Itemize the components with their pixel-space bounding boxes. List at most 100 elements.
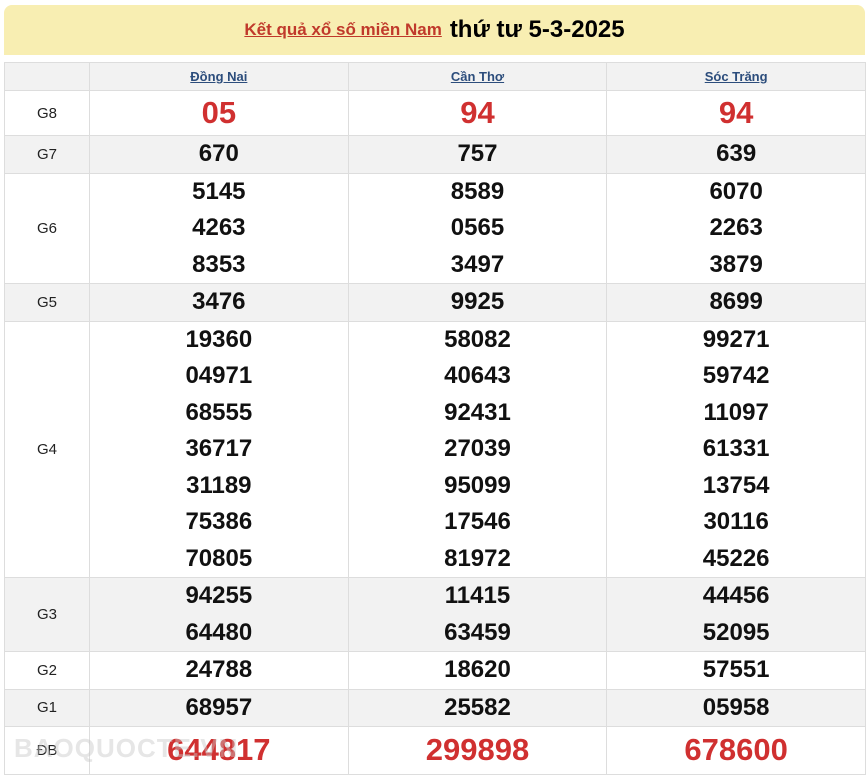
result-number: 59742 [702, 362, 770, 389]
result-number: 45226 [702, 544, 770, 572]
result-cell: 25582 [347, 688, 608, 727]
result-cell: 44456 52095 [606, 577, 866, 652]
result-number: 70805 [185, 544, 253, 572]
prize-label: G6 [4, 172, 90, 284]
result-cell: 18620 [347, 651, 608, 690]
result-number: 9925 [450, 288, 505, 315]
result-number: 31189 [186, 471, 252, 499]
result-number: 95099 [444, 471, 511, 499]
province-header: Cần Thơ [347, 62, 608, 91]
result-number: 27039 [444, 435, 511, 462]
result-number: 05 [201, 94, 237, 130]
prize-row-g7: G7 670 757 639 [4, 135, 866, 174]
prize-label: G3 [4, 577, 90, 652]
result-cell: 05958 [606, 688, 866, 727]
result-number: 11097 [703, 398, 769, 426]
result-number: 19360 [185, 325, 253, 353]
result-number: 3879 [709, 250, 763, 278]
result-number: 678600 [684, 732, 788, 768]
draw-date: thứ tư 5-3-2025 [449, 16, 625, 43]
result-number: 64480 [185, 618, 253, 646]
result-cell: 58082 40643 92431 27039 95099 17546 81972 [347, 320, 608, 578]
prize-row-g3: G3 94255 64480 11415 63459 44456 52095 [4, 577, 866, 652]
result-number: 757 [457, 140, 498, 167]
prize-label: G5 [4, 283, 90, 322]
result-cell: 24788 [89, 651, 349, 690]
result-number: 52095 [702, 618, 770, 646]
corner-cell [4, 62, 90, 91]
prize-label: G1 [4, 688, 90, 727]
result-cell: 99271 59742 11097 61331 13754 30116 45226 [606, 320, 866, 578]
result-cell: 11415 63459 [347, 577, 608, 652]
result-number: 61331 [702, 435, 770, 462]
result-cell: 678600 [606, 726, 866, 775]
prize-row-g1: G1 68957 25582 05958 [4, 688, 866, 727]
result-number: 639 [716, 140, 757, 167]
result-number: 58082 [444, 325, 511, 353]
result-number: 92431 [444, 398, 511, 426]
result-number: 30116 [703, 508, 769, 535]
result-number: 57551 [702, 656, 770, 683]
result-cell: 9925 [347, 283, 608, 322]
result-number: 11415 [444, 582, 511, 609]
result-number: 17546 [444, 508, 511, 535]
result-cell: 94 [347, 90, 608, 136]
result-number: 68957 [185, 693, 253, 721]
result-cell: 3476 [89, 283, 349, 322]
province-header: Đồng Nai [89, 62, 349, 91]
prize-label: G7 [4, 135, 90, 174]
result-number: 94 [718, 94, 754, 130]
result-number: 36717 [185, 435, 253, 462]
prize-label: ĐB [4, 726, 90, 775]
result-number: 8353 [192, 250, 246, 278]
result-number: 18620 [444, 656, 511, 683]
province-link-soc-trang[interactable]: Sóc Trăng [704, 69, 768, 84]
result-number: 25582 [444, 693, 511, 721]
result-number: 0565 [450, 214, 505, 241]
province-link-can-tho[interactable]: Cần Thơ [450, 69, 505, 84]
title-band: Kết quả xổ số miền Nam thứ tư 5-3-2025 [4, 5, 865, 55]
result-number: 81972 [444, 544, 511, 572]
result-number: 670 [198, 140, 239, 167]
result-cell: 757 [347, 135, 608, 174]
province-header-row: Đồng Nai Cần Thơ Sóc Trăng [4, 62, 866, 91]
result-cell: 19360 04971 68555 36717 31189 75386 70805 [89, 320, 349, 578]
result-number: 3497 [450, 250, 505, 278]
result-cell: 6070 2263 3879 [606, 172, 866, 284]
result-cell: 68957 [89, 688, 349, 727]
result-cell: 5145 4263 8353 [89, 172, 349, 284]
result-number: 13754 [702, 471, 770, 499]
result-number: 99271 [702, 325, 770, 353]
prize-row-đb: ĐB 644817 299898 678600 [4, 726, 866, 775]
result-number: 8699 [709, 288, 763, 315]
result-number: 05958 [702, 693, 770, 721]
result-number: 8589 [450, 177, 505, 205]
result-number: 299898 [425, 732, 530, 768]
prize-label: G8 [4, 90, 90, 136]
result-cell: 57551 [606, 651, 866, 690]
result-number: 44456 [702, 582, 770, 609]
province-header: Sóc Trăng [606, 62, 866, 91]
result-cell: 670 [89, 135, 349, 174]
province-link-dong-nai[interactable]: Đồng Nai [190, 69, 248, 84]
results-table: Đồng Nai Cần Thơ Sóc Trăng G8 05 94 94 G7 670… [4, 62, 866, 775]
result-cell: 94255 64480 [89, 577, 349, 652]
prize-label: G2 [4, 651, 90, 690]
result-number: 40643 [444, 362, 511, 389]
result-cell: 299898 [347, 726, 608, 775]
prize-row-g2: G2 24788 18620 57551 [4, 651, 866, 690]
result-number: 5145 [192, 177, 246, 205]
prize-row-g4: G4 19360 04971 68555 36717 31189 75386 70805 580… [4, 320, 866, 578]
result-cell: 94 [606, 90, 866, 136]
result-number: 94 [460, 94, 495, 130]
result-number: 2263 [709, 214, 763, 241]
result-cell: 05 [89, 90, 349, 136]
result-number: 68555 [185, 398, 253, 426]
result-number: 644817 [167, 732, 271, 768]
results-link[interactable]: Kết quả xổ số miền Nam [244, 20, 442, 39]
result-cell: 644817 [89, 726, 349, 775]
result-number: 4263 [192, 214, 246, 241]
result-number: 94255 [185, 582, 253, 609]
prize-row-g5: G5 3476 9925 8699 [4, 283, 866, 322]
result-number: 3476 [192, 288, 246, 315]
